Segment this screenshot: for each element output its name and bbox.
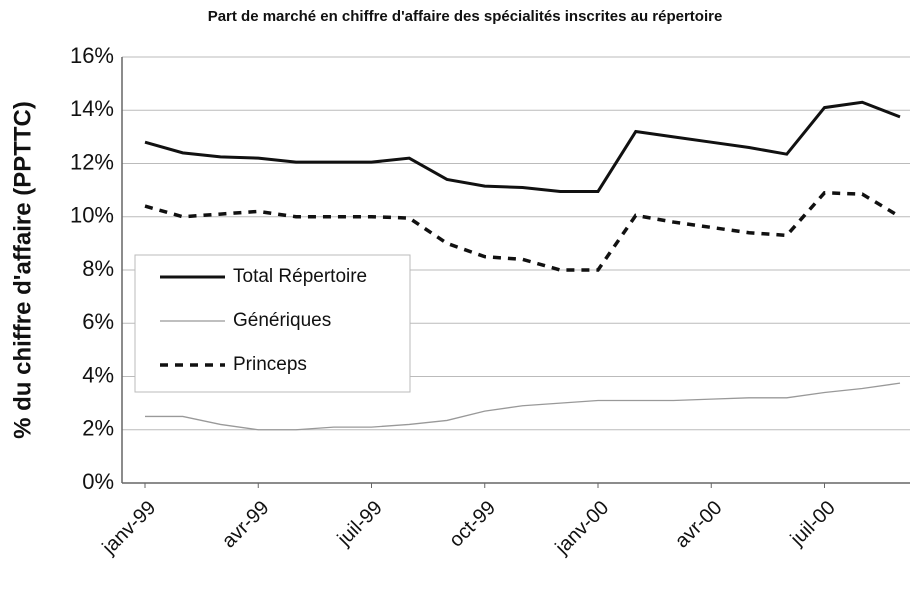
series-line [144,100,901,193]
x-tick-label: janv-99 [98,497,161,560]
y-tick-label: 10% [70,203,114,228]
x-tick-label: oct-99 [445,497,500,552]
series-line [145,382,901,431]
y-tick-label: 14% [70,96,114,121]
x-tick-label: janv-00 [551,497,614,560]
series-line [144,191,901,272]
y-tick-label: 0% [82,469,114,494]
legend-label: Princeps [233,354,307,375]
legend: Total Répertoire Génériques Princeps [134,254,411,393]
x-tick-label: juil-99 [333,497,387,551]
y-tick-label: 16% [70,43,114,68]
legend-label: Total Répertoire [233,266,367,287]
x-tick-label: avr-00 [671,497,727,553]
y-axis-label: % du chiffre d'affaire (PPTTC) [9,101,36,439]
x-tick-label: juil-00 [786,497,840,551]
y-tick-label: 2% [82,416,114,441]
y-tick-label: 6% [82,309,114,334]
y-tick-label: 8% [82,256,114,281]
x-tick-label: avr-99 [218,497,274,553]
y-tick-label: 4% [82,362,114,387]
chart-title: Part de marché en chiffre d'affaire des … [208,8,723,25]
y-tick-label: 12% [70,149,114,174]
legend-label: Génériques [233,310,331,331]
